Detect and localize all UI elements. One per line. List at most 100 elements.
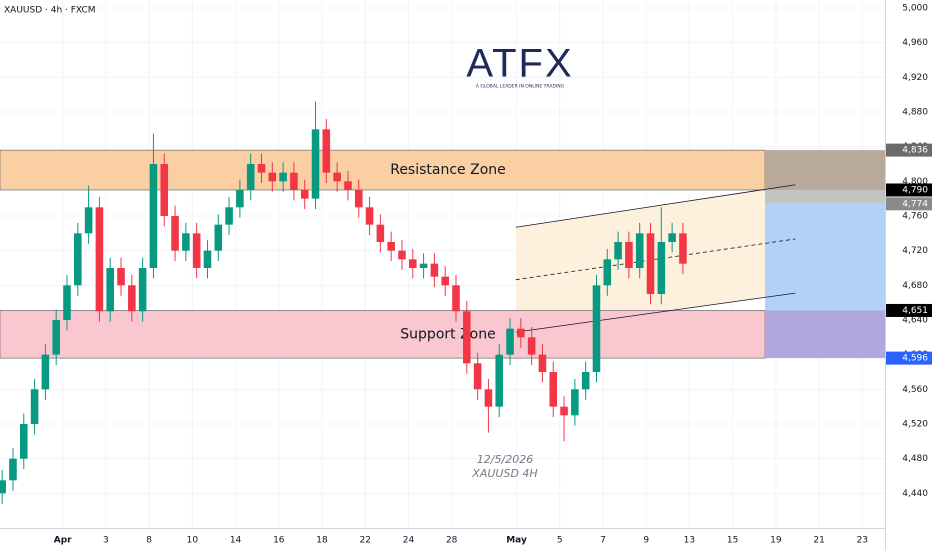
candle-body <box>635 233 644 268</box>
candle-body <box>506 328 514 355</box>
date-note: 12/5/2026 <box>477 453 533 466</box>
candle-body <box>322 129 331 173</box>
y-tick-label: 4,880 <box>902 107 928 117</box>
y-tick-label: 4,680 <box>902 281 928 291</box>
candle-body <box>290 172 298 190</box>
price-marker-label: 4,651 <box>902 306 928 316</box>
candle-body <box>236 189 244 208</box>
symbol-note: XAUUSD 4H <box>471 467 537 480</box>
candle-body <box>571 389 579 416</box>
candle-body <box>171 215 179 251</box>
projection-box <box>765 189 885 204</box>
y-tick-label: 4,920 <box>902 73 928 83</box>
candle-body <box>192 233 201 268</box>
zone-label: Support Zone <box>400 326 495 342</box>
candle-body <box>679 233 687 264</box>
y-tick-label: 4,640 <box>902 315 928 325</box>
x-tick-label: 18 <box>316 536 328 546</box>
candle-body <box>63 285 71 320</box>
channel-line <box>515 292 796 333</box>
candle-body <box>300 189 309 199</box>
price-marker-label: 4,836 <box>902 146 928 156</box>
candle-body <box>409 259 417 268</box>
y-tick-label: 4,520 <box>902 419 928 429</box>
y-tick-label: 4,720 <box>902 246 928 256</box>
candle-body <box>128 285 136 312</box>
zone-projection <box>765 310 885 359</box>
x-tick-label: 15 <box>727 536 738 546</box>
zone <box>0 310 766 359</box>
candle-body <box>549 371 558 407</box>
candle-body <box>398 250 406 260</box>
y-tick-label: 4,960 <box>902 38 928 48</box>
candle-body <box>0 480 6 494</box>
candle-body <box>603 259 612 286</box>
candle-body <box>117 267 125 286</box>
candle-body <box>344 181 352 190</box>
candle-body <box>19 423 28 459</box>
zone-projection <box>765 150 885 190</box>
candle-body <box>517 328 525 338</box>
price-marker <box>886 183 932 197</box>
candle-body <box>203 250 212 268</box>
candle-body <box>214 224 223 251</box>
x-tick-label: 7 <box>600 536 606 546</box>
candle-body <box>246 163 255 190</box>
zone <box>0 149 766 191</box>
price-marker-label: 4,774 <box>902 199 928 209</box>
x-tick-label: 24 <box>403 536 415 546</box>
x-tick-label: 21 <box>813 536 824 546</box>
candle-body <box>538 354 547 372</box>
candle-body <box>106 267 115 312</box>
candle-body <box>138 267 147 312</box>
y-tick-label: 4,560 <box>902 385 928 395</box>
candle-body <box>279 172 287 182</box>
candle-body <box>30 389 39 424</box>
price-marker <box>886 197 932 211</box>
y-tick-label: 4,480 <box>902 454 928 464</box>
x-tick-label: 8 <box>146 536 152 546</box>
candle-body <box>614 241 622 260</box>
x-tick-label: 23 <box>857 536 868 546</box>
candle-body <box>74 233 82 286</box>
projection-box <box>765 203 885 311</box>
candle-body <box>149 163 158 268</box>
candle-body <box>354 189 363 208</box>
logo: ATFX <box>466 42 573 86</box>
candle-body <box>225 207 233 225</box>
candle-body <box>463 311 471 364</box>
x-tick-label: 9 <box>643 536 649 546</box>
candle-body <box>452 285 460 312</box>
candle-body <box>52 319 60 355</box>
price-marker <box>886 143 932 157</box>
candle-body <box>581 371 590 390</box>
y-tick-label: 4,760 <box>902 211 928 221</box>
price-marker-label: 4,596 <box>902 354 928 364</box>
price-marker <box>886 351 932 365</box>
x-tick-label: Apr <box>54 536 72 546</box>
x-tick-label: 10 <box>187 536 199 546</box>
channel-midline <box>515 238 796 281</box>
candle-body <box>84 207 93 234</box>
candle-body <box>333 172 341 182</box>
candle-body <box>419 263 428 268</box>
price-marker-label: 4,790 <box>902 185 928 195</box>
symbol-title: XAUUSD · 4h · FXCM <box>4 6 95 16</box>
candle-body <box>95 207 104 312</box>
x-tick-label: 5 <box>557 536 563 546</box>
channel-line <box>515 184 796 228</box>
x-tick-label: May <box>506 536 527 546</box>
y-tick-label: 4,440 <box>902 489 928 499</box>
candle-body <box>668 233 676 242</box>
candle-body <box>527 337 536 355</box>
candle-body <box>592 285 601 372</box>
y-tick-label: 4,800 <box>902 177 928 187</box>
x-tick-label: 16 <box>273 536 285 546</box>
candle-body <box>495 354 504 407</box>
candle-body <box>387 241 395 251</box>
candle-body <box>484 389 493 407</box>
candle-body <box>560 406 568 416</box>
logo-tagline: A GLOBAL LEADER IN ONLINE TRADING <box>476 84 565 90</box>
candle-body <box>441 276 449 286</box>
